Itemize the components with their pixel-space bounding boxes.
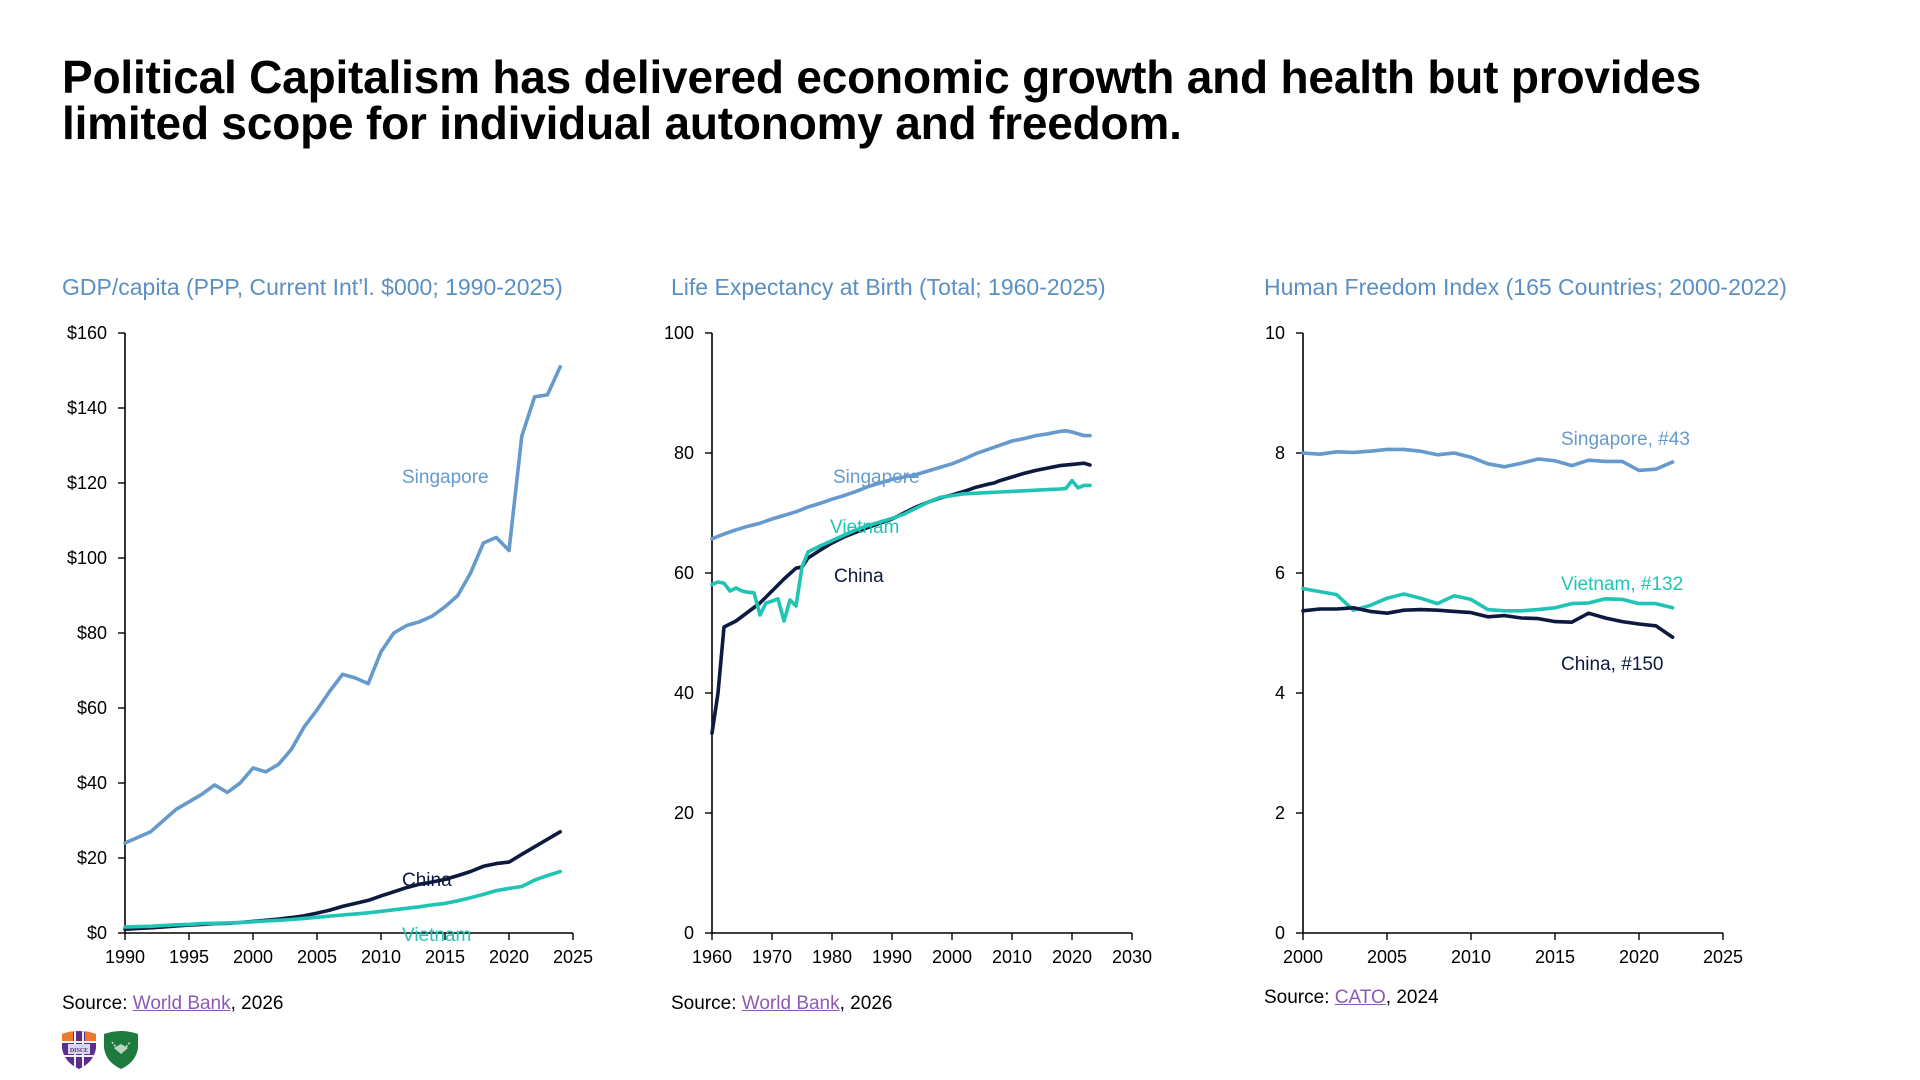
logo-text: DISCE: [70, 1048, 88, 1054]
cato-link[interactable]: CATO: [1334, 987, 1386, 1008]
y-tick-label: 8: [1275, 443, 1285, 463]
freedom-index-chart-title: Human Freedom Index (165 Countries; 2000…: [1264, 274, 1787, 300]
world-bank-link[interactable]: World Bank: [741, 993, 840, 1014]
x-tick-label: 2010: [361, 947, 401, 967]
x-tick-label: 1960: [692, 947, 732, 967]
gdp-chart: $0 $20 $40 $60 $80 $100 $120 $140 $160 1990 1995 20…: [67, 323, 593, 967]
y-tick-label: 2: [1275, 803, 1285, 823]
x-tick-label: 1970: [752, 947, 792, 967]
y-tick-label: $0: [87, 923, 107, 943]
china-series-label: China: [834, 566, 884, 587]
x-tick-label: 2015: [425, 947, 465, 967]
logos: DISCE: [60, 1030, 140, 1070]
source-prefix: Source:: [671, 993, 742, 1014]
y-tick-label: $140: [67, 398, 107, 418]
singapore-line: [123, 364, 563, 845]
y-tick-label: 6: [1275, 563, 1285, 583]
x-tick-label: 2030: [1112, 947, 1152, 967]
slide-title: Political Capitalism has delivered econo…: [62, 54, 1862, 146]
freedom-index-source: Source: CATO, 2024: [1264, 987, 1439, 1009]
china-series-label: China: [402, 870, 452, 891]
x-tick-label: 2010: [992, 947, 1032, 967]
x-tick-label: 1990: [105, 947, 145, 967]
singapore-series-label: Singapore: [833, 467, 920, 488]
y-tick-label: 0: [684, 923, 694, 943]
x-tick-label: 2020: [489, 947, 529, 967]
source-prefix: Source:: [62, 993, 133, 1014]
source-suffix: , 2024: [1385, 987, 1439, 1008]
source-prefix: Source:: [1264, 987, 1335, 1008]
x-tick-label: 2020: [1052, 947, 1092, 967]
shield-logo-purple-orange-icon: DISCE: [62, 1031, 96, 1069]
y-tick-label: 60: [674, 563, 694, 583]
y-tick-label: $20: [77, 848, 107, 868]
slide-title-line-1: Political Capitalism has delivered econo…: [62, 51, 1701, 103]
singapore-line: [1301, 447, 1675, 473]
gdp-chart-title: GDP/capita (PPP, Current Int’l. $000; 19…: [62, 274, 563, 300]
life-expectancy-chart-title: Life Expectancy at Birth (Total; 1960-20…: [671, 274, 1106, 300]
y-tick-label: 80: [674, 443, 694, 463]
x-tick-label: 2020: [1619, 947, 1659, 967]
x-tick-label: 1980: [812, 947, 852, 967]
source-suffix: , 2026: [839, 993, 893, 1014]
y-tick-label: 4: [1275, 683, 1285, 703]
life-expectancy-source: Source: World Bank, 2026: [671, 993, 892, 1015]
singapore-series-label: Singapore: [402, 467, 489, 488]
china-line: [710, 461, 1092, 736]
x-tick-label: 2000: [932, 947, 972, 967]
y-tick-label: 100: [664, 323, 694, 343]
vietnam-series-label: Vietnam: [402, 925, 471, 946]
singapore-line: [710, 428, 1092, 541]
x-tick-label: 2000: [1283, 947, 1323, 967]
vietnam-series-label: Vietnam, #132: [1561, 574, 1683, 595]
vietnam-series-label: Vietnam: [830, 517, 899, 538]
y-tick-label: $120: [67, 473, 107, 493]
vietnam-line: [123, 869, 563, 929]
y-tick-label: 0: [1275, 923, 1285, 943]
x-tick-label: 2000: [233, 947, 273, 967]
x-tick-label: 1995: [169, 947, 209, 967]
gdp-source: Source: World Bank, 2026: [62, 993, 283, 1015]
y-tick-label: $80: [77, 623, 107, 643]
y-tick-label: $60: [77, 698, 107, 718]
y-tick-label: 10: [1265, 323, 1285, 343]
y-tick-label: 20: [674, 803, 694, 823]
vietnam-line: [1301, 586, 1675, 613]
freedom-index-chart: 0 2 4 6 8 10 2000 2005 2010 2015 2020 2025 Singapore…: [1265, 323, 1743, 967]
y-tick-label: 40: [674, 683, 694, 703]
x-tick-label: 2005: [1367, 947, 1407, 967]
y-tick-label: $100: [67, 548, 107, 568]
source-suffix: , 2026: [230, 993, 284, 1014]
x-tick-label: 2025: [553, 947, 593, 967]
singapore-series-label: Singapore, #43: [1561, 429, 1690, 450]
x-tick-label: 1990: [872, 947, 912, 967]
x-tick-label: 2025: [1703, 947, 1743, 967]
slide-title-line-2: limited scope for individual autonomy an…: [62, 97, 1182, 149]
shield-logo-green-icon: [104, 1031, 138, 1069]
vietnam-line: [710, 478, 1092, 623]
y-tick-label: $40: [77, 773, 107, 793]
life-expectancy-chart: 0 20 40 60 80 100 1960 1970 1980 1990 2000 2010 2020…: [664, 323, 1152, 967]
y-tick-label: $160: [67, 323, 107, 343]
world-bank-link[interactable]: World Bank: [132, 993, 231, 1014]
china-line: [1301, 605, 1675, 640]
x-tick-label: 2015: [1535, 947, 1575, 967]
x-tick-label: 2010: [1451, 947, 1491, 967]
x-tick-label: 2005: [297, 947, 337, 967]
china-series-label: China, #150: [1561, 654, 1663, 675]
